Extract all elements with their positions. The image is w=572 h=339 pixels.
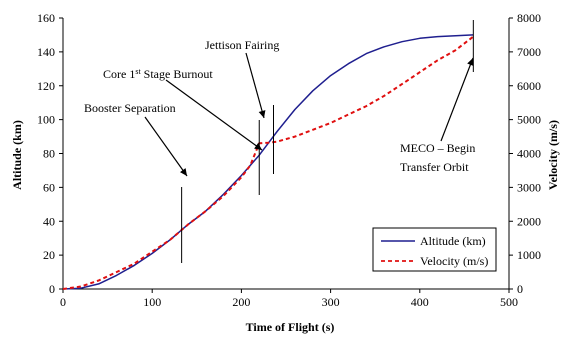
left-tick-label: 100: [37, 113, 55, 127]
x-tick-label: 200: [232, 295, 250, 309]
left-tick-label: 60: [43, 180, 55, 194]
left-tick-label: 20: [43, 248, 55, 262]
right-tick-label: 2000: [517, 214, 541, 228]
right-tick-label: 5000: [517, 113, 541, 127]
legend-altitude-label: Altitude (km): [420, 234, 486, 248]
right-tick-label: 3000: [517, 180, 541, 194]
x-tick-label: 100: [143, 295, 161, 309]
left-tick-label: 80: [43, 147, 55, 161]
x-tick-label: 0: [60, 295, 66, 309]
left-tick-label: 0: [49, 282, 55, 296]
core-stage-burnout-label: Core 1st Stage Burnout: [103, 67, 213, 81]
legend: Altitude (km) Velocity (m/s): [373, 228, 496, 271]
x-tick-label: 500: [500, 295, 518, 309]
meco-label-line-1: MECO – Begin: [400, 141, 475, 155]
booster-separation-label: Booster Separation: [84, 101, 176, 115]
meco-label-line-2: Transfer Orbit: [400, 160, 469, 174]
right-tick-label: 8000: [517, 11, 541, 25]
right-axis-title: Velocity (m/s): [546, 120, 560, 190]
right-tick-label: 7000: [517, 45, 541, 59]
right-tick-label: 6000: [517, 79, 541, 93]
right-tick-label: 0: [517, 282, 523, 296]
left-tick-label: 120: [37, 79, 55, 93]
jettison-fairing-label: Jettison Fairing: [205, 38, 279, 52]
right-tick-label: 1000: [517, 248, 541, 262]
legend-velocity-label: Velocity (m/s): [420, 254, 488, 268]
left-tick-label: 40: [43, 214, 55, 228]
left-axis-title: Altitude (km): [10, 120, 24, 190]
left-tick-label: 160: [37, 11, 55, 25]
right-tick-label: 4000: [517, 147, 541, 161]
x-axis-title: Time of Flight (s): [246, 320, 335, 334]
left-tick-label: 140: [37, 45, 55, 59]
x-tick-label: 300: [322, 295, 340, 309]
x-tick-label: 400: [411, 295, 429, 309]
